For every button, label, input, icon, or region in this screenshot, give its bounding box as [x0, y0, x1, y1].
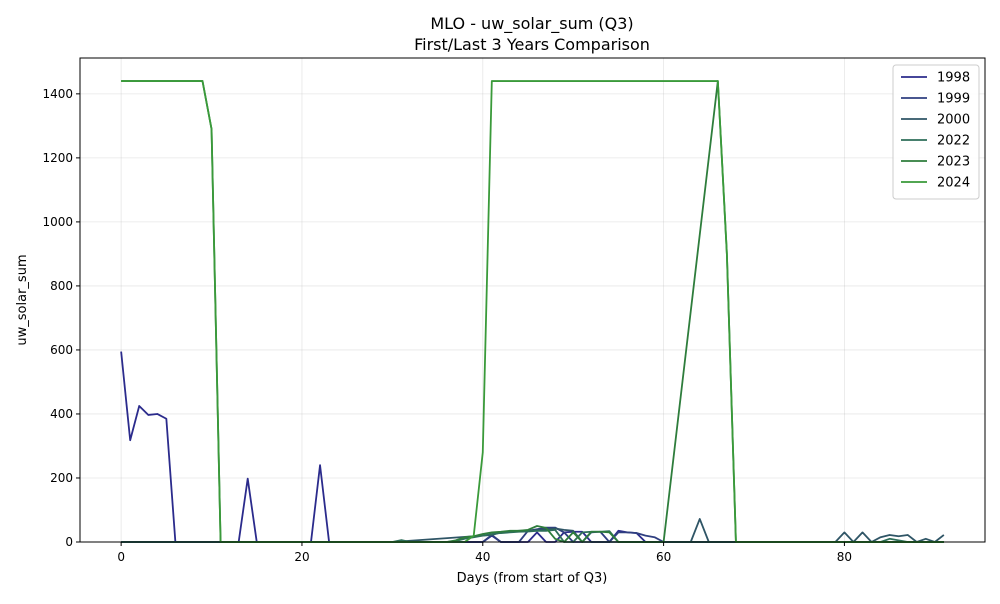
- y-axis-ticks: 0 200 400 600 800 1000 1200 1400: [42, 87, 80, 549]
- x-tick-label: 20: [294, 550, 309, 564]
- chart-title: MLO - uw_solar_sum (Q3): [430, 14, 633, 34]
- y-tick-label: 400: [50, 407, 73, 421]
- legend-label-2022: 2022: [937, 134, 970, 149]
- x-tick-label: 0: [117, 550, 125, 564]
- legend-label-1998: 1998: [937, 71, 970, 86]
- legend-label-2023: 2023: [937, 155, 970, 170]
- y-axis-label: uw_solar_sum: [15, 254, 30, 345]
- y-tick-label: 600: [50, 343, 73, 357]
- plot-frame: [79, 57, 986, 543]
- x-axis-label: Days (from start of Q3): [457, 571, 608, 586]
- y-tick-label: 1400: [42, 87, 73, 101]
- x-tick-label: 80: [837, 550, 852, 564]
- x-axis-ticks: 0 20 40 60 80: [117, 542, 852, 564]
- chart-subtitle: First/Last 3 Years Comparison: [414, 35, 650, 54]
- y-tick-label: 0: [65, 535, 73, 549]
- y-tick-label: 1000: [42, 215, 73, 229]
- legend: 1998 1999 2000 2022 2023 2024: [892, 64, 980, 200]
- y-tick-label: 200: [50, 471, 73, 485]
- y-tick-label: 800: [50, 279, 73, 293]
- y-tick-label: 1200: [42, 151, 73, 165]
- legend-label-2000: 2000: [937, 113, 970, 128]
- legend-label-2024: 2024: [937, 176, 970, 191]
- x-tick-label: 40: [475, 550, 490, 564]
- x-tick-label: 60: [656, 550, 671, 564]
- legend-label-1999: 1999: [937, 92, 970, 107]
